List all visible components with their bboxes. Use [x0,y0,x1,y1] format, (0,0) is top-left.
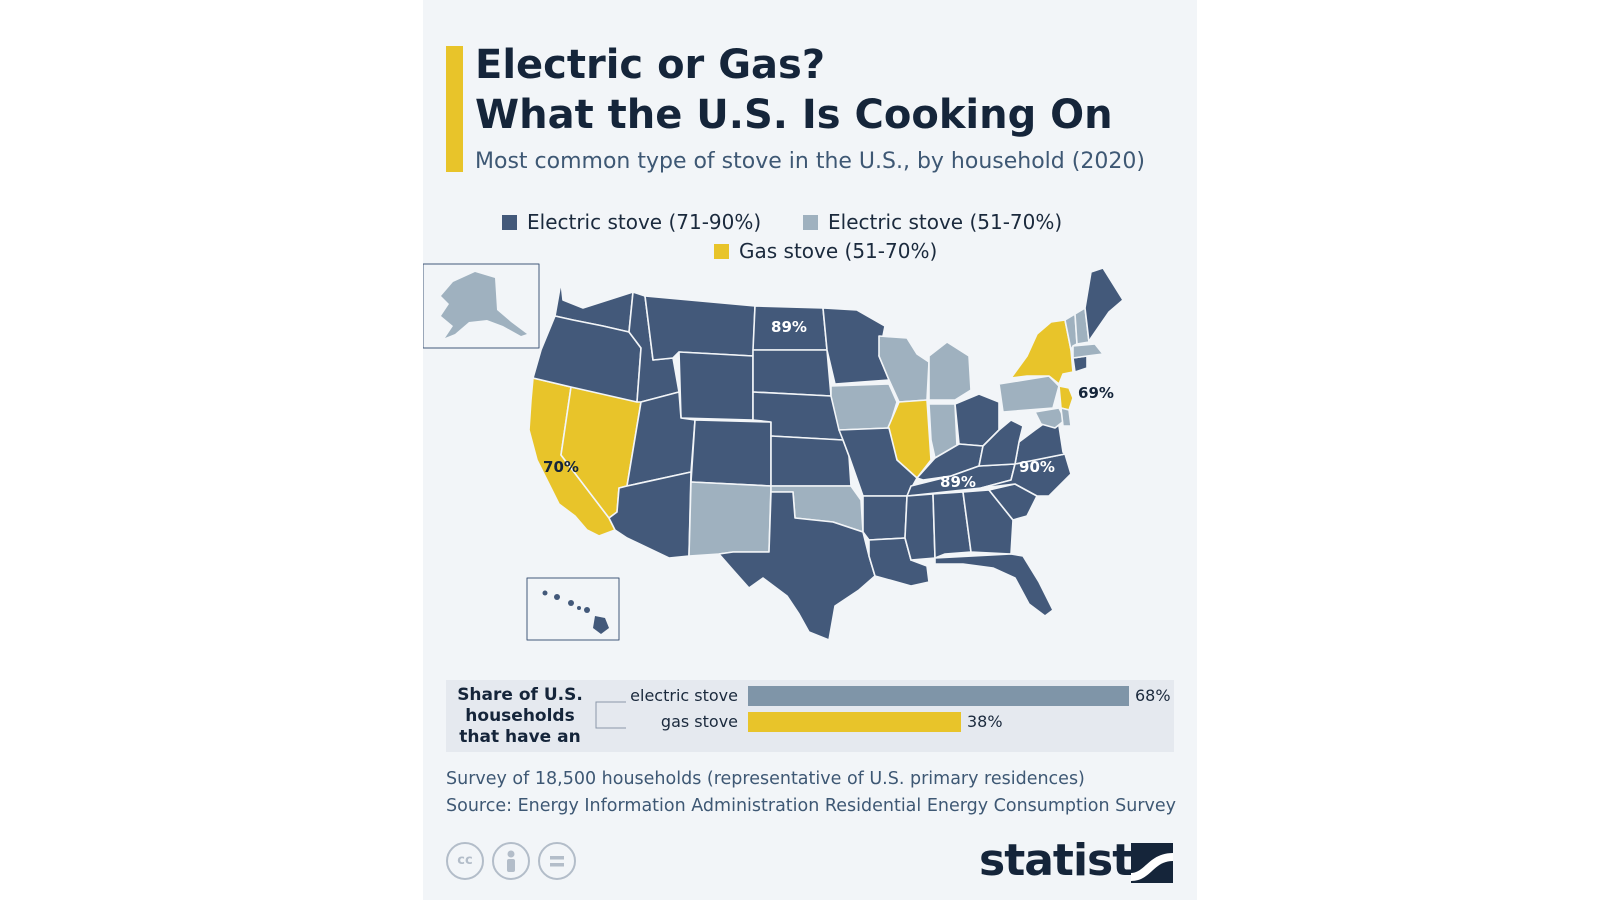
state-kansas [770,435,852,487]
attribution-person-icon[interactable] [492,842,530,880]
state-maryland [1034,407,1066,429]
callout-north-dakota: 89% [771,318,807,336]
chart-title: Electric or Gas? What the U.S. Is Cookin… [475,40,1185,140]
state-delaware [1060,407,1072,427]
state-alabama [932,491,972,559]
callout-tennessee: 89% [940,473,976,491]
us-stove-map: 89% 70% 69% 89% 90% [423,263,1124,641]
hawaii-inset-frame [526,577,620,641]
state-texas [718,491,876,641]
legend-item-electric-mid: Electric stove (51-70%) [803,210,1062,234]
survey-note: Survey of 18,500 households (representat… [446,769,1085,789]
state-new-jersey [1058,385,1074,411]
state-alaska [441,272,527,338]
state-michigan [928,341,972,401]
state-iowa [830,383,898,431]
legend-label-gas: Gas stove (51-70%) [739,239,938,263]
title-accent-bar [446,46,463,172]
state-new-mexico [688,481,772,557]
share-panel-label: Share of U.S. households that have an [457,685,583,747]
state-pennsylvania [998,375,1060,413]
state-arkansas [862,495,908,541]
bar-label-electric: electric stove [630,686,738,705]
chart-subtitle: Most common type of stove in the U.S., b… [475,149,1145,174]
household-share-panel: Share of U.S. households that have an el… [446,680,1174,752]
bar-label-gas: gas stove [660,712,738,731]
state-montana [644,295,756,361]
state-vermont [1064,313,1078,351]
state-colorado [690,419,772,487]
infographic-card: Electric or Gas? What the U.S. Is Cookin… [423,0,1197,900]
state-new-york [1010,319,1074,385]
bar-gas-stove [748,712,961,732]
state-west-virginia [978,419,1024,467]
share-bracket [595,701,626,729]
callout-california: 70% [543,458,579,476]
callout-new-jersey: 69% [1078,384,1114,402]
state-mississippi [904,493,936,561]
state-georgia [962,489,1014,555]
state-hawaii [542,590,609,634]
alaska-inset-frame [423,263,540,349]
legend-swatch-electric-mid [803,215,818,230]
bar-value-electric: 68% [1135,686,1171,705]
person-glyph-icon [507,850,515,872]
state-florida [934,553,1054,617]
legend-swatch-gas [714,244,729,259]
state-north-carolina [980,453,1072,497]
no-derivatives-icon[interactable] [538,842,576,880]
state-south-dakota [752,349,832,397]
state-maine [1084,267,1124,343]
state-wyoming [678,351,754,421]
creative-commons-icon[interactable]: cc [446,842,484,880]
callout-north-carolina: 90% [1019,458,1055,476]
equals-glyph-icon [550,856,564,867]
bar-electric-stove [748,686,1129,706]
title-line-1: Electric or Gas? [475,42,826,88]
state-massachusetts [1072,343,1104,359]
legend-label-electric-high: Electric stove (71-90%) [527,210,762,234]
statista-logo-icon[interactable] [1131,843,1173,883]
legend-item-gas: Gas stove (51-70%) [714,239,937,263]
source-note: Source: Energy Information Administratio… [446,796,1177,816]
bar-value-gas: 38% [967,712,1003,731]
legend-label-electric-mid: Electric stove (51-70%) [828,210,1063,234]
legend-item-electric-high: Electric stove (71-90%) [502,210,761,234]
legend-swatch-electric-high [502,215,517,230]
title-line-2: What the U.S. Is Cooking On [475,92,1113,138]
